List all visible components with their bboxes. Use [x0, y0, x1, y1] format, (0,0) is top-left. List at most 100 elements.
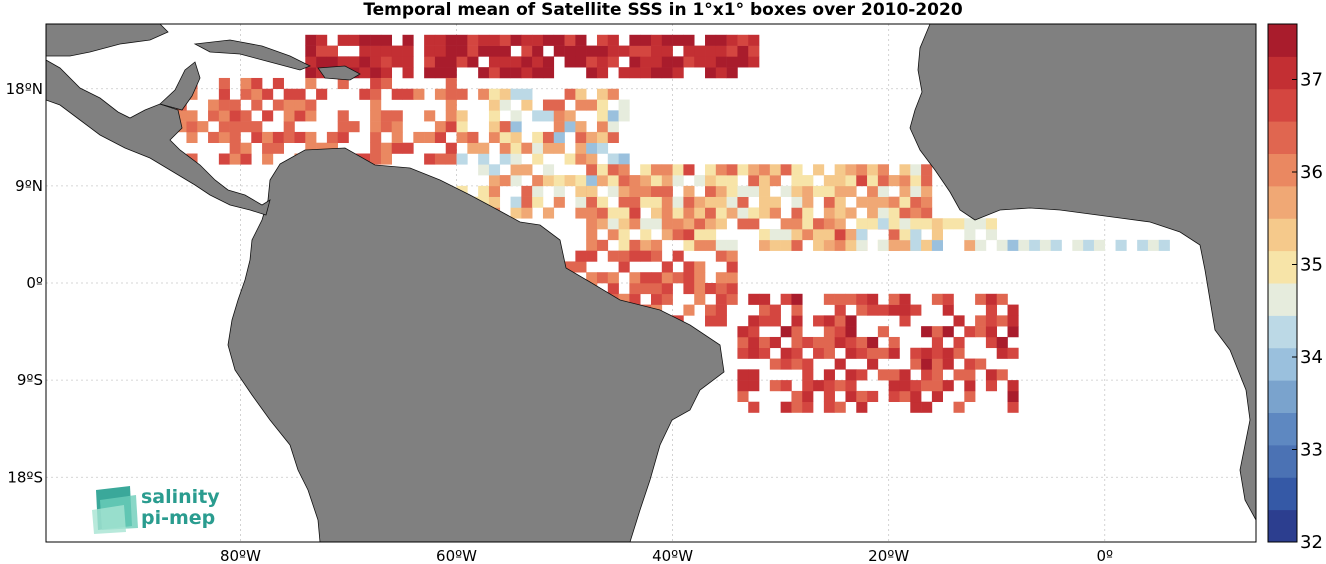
- salinity-cell: [629, 67, 641, 79]
- salinity-cell: [661, 164, 673, 176]
- salinity-cell: [834, 401, 846, 413]
- salinity-cell: [964, 218, 976, 230]
- salinity-cell: [802, 336, 814, 349]
- salinity-cell: [575, 131, 587, 144]
- salinity-cell: [586, 67, 598, 79]
- salinity-cell: [888, 304, 900, 316]
- salinity-cell: [510, 131, 522, 144]
- salinity-cell: [985, 229, 998, 241]
- colorbar-segment: [1268, 380, 1297, 413]
- salinity-cell: [640, 218, 652, 230]
- salinity-cell: [845, 293, 857, 305]
- salinity-cell: [413, 88, 425, 100]
- salinity-cell: [737, 207, 749, 219]
- salinity-cell: [823, 401, 835, 413]
- salinity-cell: [651, 56, 663, 68]
- salinity-cell: [596, 207, 609, 219]
- salinity-cell: [705, 239, 717, 251]
- salinity-cell: [413, 131, 425, 144]
- salinity-cell: [834, 207, 846, 219]
- land-north-america: [45, 23, 169, 57]
- salinity-cell: [769, 229, 781, 241]
- salinity-cell: [445, 153, 457, 165]
- salinity-cell: [877, 207, 889, 219]
- salinity-cell: [262, 88, 274, 100]
- salinity-cell: [672, 175, 684, 187]
- salinity-cell: [651, 34, 663, 46]
- salinity-cell: [931, 390, 943, 403]
- salinity-cell: [769, 315, 781, 327]
- salinity-cell: [640, 164, 652, 176]
- salinity-cell: [683, 283, 695, 295]
- salinity-cell: [834, 185, 846, 197]
- salinity-cell: [618, 45, 630, 57]
- salinity-cell: [683, 239, 695, 251]
- salinity-cell: [1007, 390, 1019, 403]
- salinity-cell: [985, 336, 998, 349]
- salinity-cell: [596, 196, 609, 208]
- salinity-cell: [488, 110, 501, 122]
- salinity-cell: [337, 131, 349, 144]
- salinity-cell: [823, 293, 835, 305]
- salinity-cell: [910, 218, 922, 230]
- salinity-cell: [705, 315, 717, 327]
- salinity-cell: [370, 142, 382, 154]
- salinity-cell: [996, 347, 1008, 359]
- salinity-cell: [380, 34, 393, 46]
- salinity-cell: [272, 99, 284, 111]
- salinity-cell: [445, 45, 457, 57]
- salinity-cell: [726, 67, 738, 79]
- salinity-cell: [867, 164, 879, 176]
- y-tick-label: 18ºN: [6, 80, 43, 98]
- salinity-cell: [596, 67, 609, 79]
- salinity-cell: [834, 175, 846, 187]
- salinity-cell: [802, 380, 814, 392]
- salinity-cell: [759, 185, 771, 197]
- salinity-cell: [823, 229, 835, 241]
- salinity-cell: [575, 45, 587, 57]
- salinity-cell: [867, 293, 879, 305]
- salinity-cell: [542, 142, 555, 154]
- salinity-cell: [780, 358, 792, 370]
- salinity-cell: [845, 326, 857, 338]
- salinity-cell: [542, 175, 555, 187]
- salinity-cell: [899, 207, 911, 219]
- salinity-cell: [823, 326, 835, 338]
- salinity-cell: [326, 45, 338, 57]
- salinity-cell: [823, 347, 835, 359]
- colorbar-segment: [1268, 56, 1297, 90]
- salinity-cell: [629, 185, 641, 197]
- x-tick-label: 80ºW: [220, 547, 261, 564]
- salinity-cell: [726, 272, 738, 284]
- salinity-cell: [921, 358, 933, 370]
- salinity-cell: [218, 153, 230, 165]
- y-tick-label: 9ºN: [15, 177, 43, 195]
- salinity-cell: [705, 283, 717, 295]
- colorbar-segment: [1268, 347, 1297, 381]
- salinity-cell: [791, 336, 803, 349]
- salinity-cell: [359, 67, 371, 79]
- salinity-cell: [748, 45, 760, 57]
- salinity-cell: [553, 34, 565, 46]
- salinity-cell: [802, 196, 814, 208]
- salinity-cell: [272, 131, 284, 144]
- salinity-cell: [618, 239, 630, 251]
- salinity-cell: [705, 185, 717, 197]
- salinity-cell: [737, 369, 749, 381]
- salinity-cell: [445, 121, 457, 133]
- salinity-cell: [867, 358, 879, 370]
- salinity-cell: [251, 99, 263, 111]
- salinity-cell: [445, 142, 457, 154]
- salinity-cell: [218, 121, 230, 133]
- salinity-cell: [348, 56, 360, 68]
- salinity-cell: [791, 229, 803, 241]
- salinity-cell: [975, 293, 987, 305]
- salinity-cell: [262, 153, 274, 165]
- map-axes: 80ºW 60ºW 40ºW 20ºW 0º 18ºN 9ºN 0º 9ºS 18ºS: [6, 23, 1257, 564]
- salinity-cell: [553, 131, 565, 144]
- salinity-cell: [845, 369, 857, 381]
- salinity-cell: [845, 390, 857, 403]
- salinity-cell: [542, 131, 555, 144]
- salinity-cell: [856, 369, 868, 381]
